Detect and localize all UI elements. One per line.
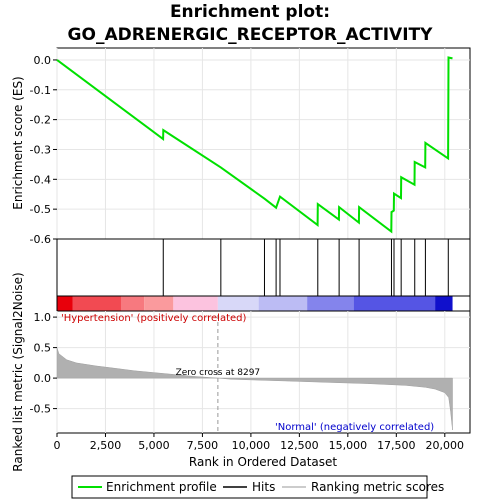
es-y-tick-label: -0.4 [30, 173, 51, 186]
es-panel-frame [56, 47, 471, 240]
color-bar-segment [144, 296, 174, 311]
x-tick-label: 12,500 [280, 439, 319, 452]
color-bar-segment [217, 296, 259, 311]
legend-frame [71, 475, 428, 499]
x-tick-label: 10,000 [232, 439, 271, 452]
ranking-color-bar [57, 296, 453, 311]
chart-title-line1: Enrichment plot: [170, 2, 330, 22]
color-bar-segment [120, 296, 145, 311]
metric-y-tick-label: 0.0 [34, 372, 52, 385]
x-tick-label: 0 [54, 439, 61, 452]
x-axis-ticks: 0 2,500 5,000 7,500 10,000 12,500 15,000 17,500… [54, 433, 465, 452]
enrichment-profile-line [56, 56, 453, 234]
es-y-tick-label: -0.2 [30, 114, 51, 127]
x-tick-label: 5,000 [138, 439, 170, 452]
x-tick-label: 2,500 [90, 439, 122, 452]
metric-y-ticks: 1.0 0.5 0.0 -0.5 [30, 311, 57, 416]
legend-label-ranking: Ranking metric scores [311, 480, 444, 494]
color-bar-segment [307, 296, 354, 311]
positive-correlation-label: 'Hypertension' (positively correlated) [61, 313, 247, 324]
metric-y-tick-label: -0.5 [30, 403, 51, 416]
legend: Enrichment profile Hits Ranking metric s… [71, 475, 444, 499]
metric-y-tick-label: 0.5 [34, 342, 52, 355]
color-bar-segment [173, 296, 218, 311]
color-bar-segment [353, 296, 436, 311]
color-bar-segment [258, 296, 308, 311]
es-y-tick-label: 0.0 [34, 54, 52, 67]
x-tick-label: 7,500 [187, 439, 219, 452]
color-bar-segment [57, 296, 73, 311]
x-tick-label: 20,000 [426, 439, 465, 452]
hits-markers [162, 239, 449, 296]
ranking-metric-area [56, 347, 453, 431]
zero-cross-label: Zero cross at 8297 [176, 368, 261, 378]
metric-y-axis-label: Ranked list metric (Signal2Noise) [11, 272, 25, 471]
legend-label-hits: Hits [252, 480, 275, 494]
negative-correlation-label: 'Normal' (negatively correlated) [275, 422, 434, 433]
es-gridlines [56, 48, 470, 240]
x-tick-label: 15,000 [329, 439, 368, 452]
es-y-ticks: 0.0 -0.1 -0.2 -0.3 -0.4 -0.5 -0.6 [30, 54, 57, 246]
x-tick-label: 17,500 [377, 439, 416, 452]
color-bar-segment [72, 296, 121, 311]
x-axis-label: Rank in Ordered Dataset [189, 455, 337, 469]
chart-title-line2: GO_ADRENERGIC_RECEPTOR_ACTIVITY [68, 25, 434, 45]
es-y-tick-label: -0.3 [30, 143, 51, 156]
es-y-tick-label: -0.5 [30, 203, 51, 216]
es-y-axis-label: Enrichment score (ES) [11, 76, 25, 209]
es-y-tick-label: -0.6 [30, 233, 51, 246]
color-bar-segment [435, 296, 453, 311]
metric-y-tick-label: 1.0 [34, 311, 52, 324]
es-y-tick-label: -0.1 [30, 84, 51, 97]
legend-label-enrichment: Enrichment profile [106, 480, 217, 494]
